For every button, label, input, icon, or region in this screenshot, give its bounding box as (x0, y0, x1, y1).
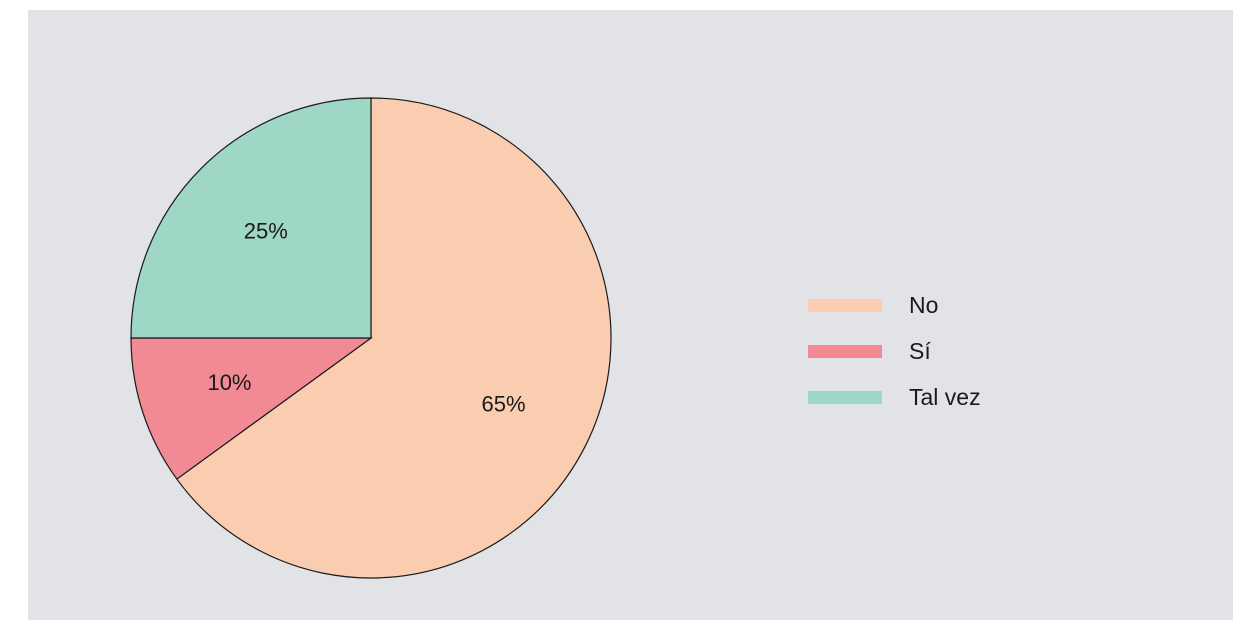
pie-chart: 65% 10% 25% (130, 97, 612, 579)
slice-label-si: 10% (207, 370, 251, 395)
pie-slice-no (175, 97, 612, 579)
pie-slice-tal-vez (130, 97, 372, 339)
legend-item-tal-vez: Tal vez (808, 374, 981, 420)
legend: No Sí Tal vez (808, 282, 981, 420)
chart-panel: 65% 10% 25% No Sí Tal vez (28, 10, 1233, 620)
slice-label-no: 65% (482, 391, 526, 416)
legend-swatch-si (808, 344, 882, 358)
legend-label-si: Sí (909, 337, 931, 364)
legend-swatch-tal-vez (808, 390, 882, 404)
legend-label-tal-vez: Tal vez (909, 383, 981, 410)
slice-label-tal-vez: 25% (244, 219, 288, 244)
legend-item-no: No (808, 282, 981, 328)
legend-label-no: No (909, 291, 939, 318)
pie-slice-si (130, 337, 373, 480)
legend-swatch-no (808, 298, 882, 312)
legend-item-si: Sí (808, 328, 981, 374)
